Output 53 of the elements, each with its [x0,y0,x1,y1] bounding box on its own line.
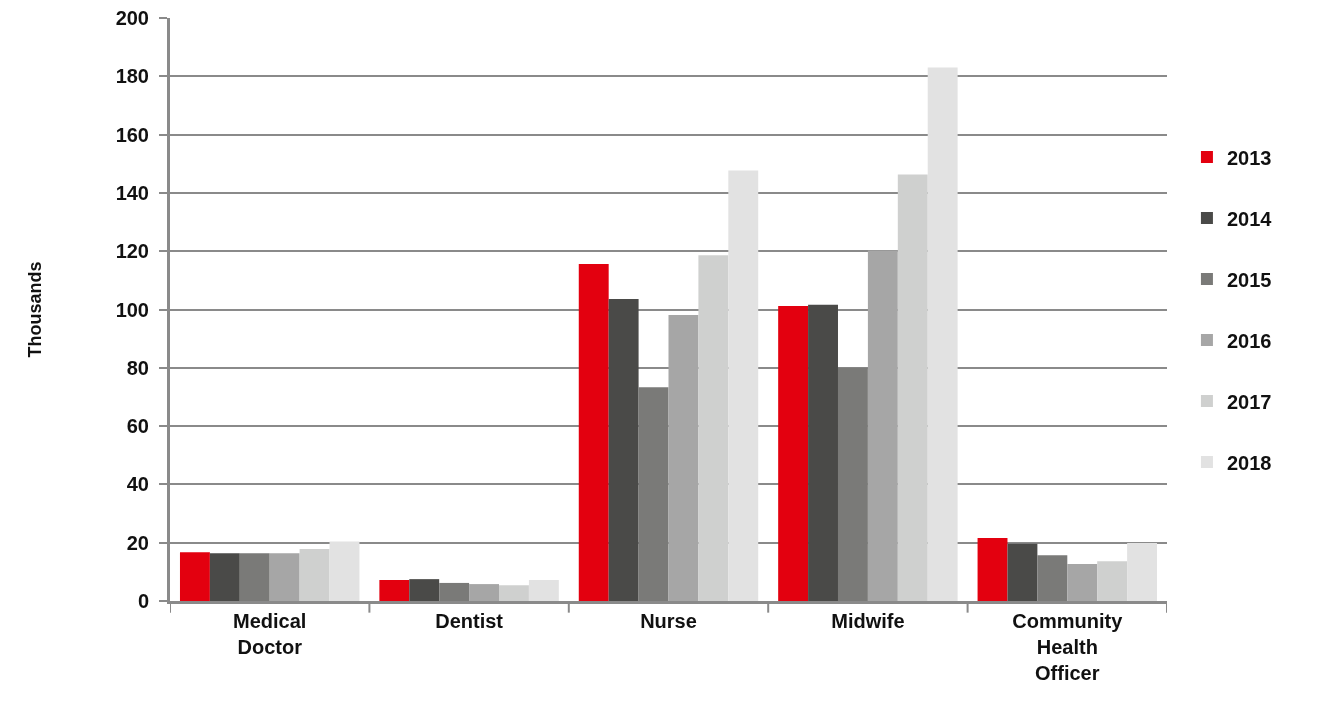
bar [179,552,210,601]
bar [528,580,559,601]
bar [1127,542,1158,601]
y-tick-label: 200 [115,7,149,29]
x-tick-label: Nurse [640,610,697,632]
bar [329,541,360,601]
x-tick-label: Dentist [435,610,504,632]
bar [638,387,669,601]
x-tick-label: Medical Doctor [233,610,307,658]
y-tick-label: 60 [126,415,149,438]
y-tick-label: 80 [126,356,149,379]
bar [1097,561,1128,601]
bar [728,170,759,601]
bar [209,553,240,601]
y-tick-label: 100 [115,298,149,321]
legend-label: 2015 [1226,268,1272,291]
bar [439,582,470,601]
bar [379,580,410,601]
bar [409,579,440,601]
y-tick-label: 20 [126,531,149,554]
bar [608,299,639,601]
bar [269,553,300,601]
bar [867,250,898,601]
y-axis-title: Thousands [24,261,45,358]
bar [668,315,699,601]
bar [778,306,809,601]
legend-label: 2017 [1226,390,1272,413]
y-tick-label: 0 [137,590,149,612]
bar [299,549,330,601]
bar [927,67,958,601]
bar [1067,563,1098,601]
legend-label: 2016 [1226,329,1272,352]
bar [469,584,500,601]
bar [808,304,838,601]
y-tick-label: 140 [115,181,149,204]
bar [837,367,868,601]
bar [977,538,1008,601]
x-tick-label: Midwife [831,610,905,632]
legend-label: 2014 [1226,207,1273,230]
legend-label: 2013 [1226,146,1272,169]
y-tick-label: 180 [115,65,149,88]
bar [1037,555,1068,601]
legend-label: 2018 [1226,451,1272,474]
bar [1007,543,1038,601]
bar [578,264,609,601]
y-tick-label: 120 [115,240,149,263]
y-tick-label: 160 [115,123,149,146]
x-tick-label: Community Health Officer [1012,610,1124,684]
bar [499,585,529,601]
bar [239,553,270,601]
bar [897,174,928,601]
bar [698,255,729,601]
y-tick-label: 40 [126,473,149,496]
